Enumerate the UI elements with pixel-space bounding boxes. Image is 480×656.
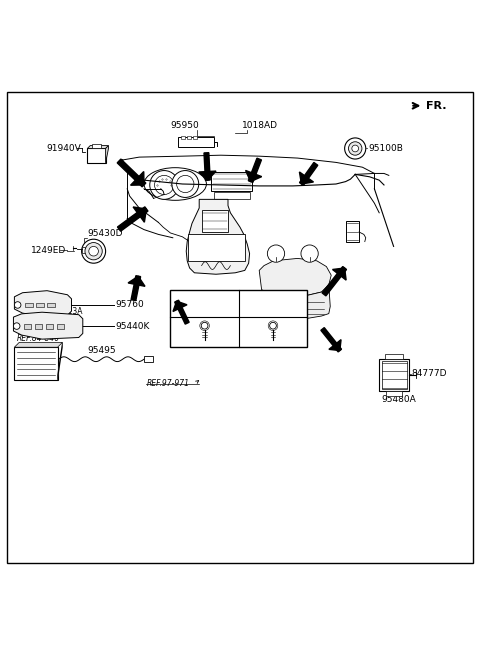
Bar (178, 138, 214, 147)
Circle shape (14, 302, 21, 308)
Polygon shape (259, 258, 331, 295)
Polygon shape (204, 153, 210, 180)
Bar (47, 302, 55, 308)
Circle shape (348, 142, 362, 155)
Circle shape (155, 175, 174, 195)
Polygon shape (321, 327, 342, 352)
Circle shape (201, 322, 208, 329)
Text: 69826: 69826 (189, 298, 220, 308)
Polygon shape (246, 171, 262, 182)
Bar (14, 347, 58, 380)
Polygon shape (14, 291, 72, 318)
Polygon shape (248, 158, 262, 182)
Text: 95760: 95760 (115, 300, 144, 310)
Bar (144, 356, 153, 362)
Text: 95100B: 95100B (369, 144, 404, 153)
Circle shape (345, 138, 366, 159)
Polygon shape (333, 268, 346, 280)
Text: 95495: 95495 (87, 346, 116, 355)
Text: 95440K: 95440K (115, 321, 150, 331)
Bar (24, 302, 33, 308)
Polygon shape (175, 300, 189, 324)
Bar (170, 289, 307, 347)
Circle shape (177, 175, 194, 193)
Text: 95413A: 95413A (54, 307, 83, 316)
Bar (187, 136, 191, 139)
Text: 95480A: 95480A (382, 395, 416, 404)
Text: 1249EB: 1249EB (254, 298, 292, 308)
Bar (181, 136, 185, 139)
Polygon shape (106, 146, 108, 163)
Polygon shape (186, 199, 250, 274)
Bar (36, 302, 44, 308)
Bar (379, 359, 409, 392)
Text: 95413A: 95413A (54, 325, 83, 333)
Circle shape (172, 171, 199, 197)
Bar (35, 323, 42, 329)
Text: 95430D: 95430D (87, 229, 123, 237)
Polygon shape (300, 172, 313, 184)
Circle shape (85, 243, 102, 260)
Text: 95950: 95950 (170, 121, 199, 131)
Circle shape (150, 171, 179, 199)
Bar (193, 136, 197, 139)
Bar (57, 323, 64, 329)
Text: 91940V: 91940V (47, 144, 81, 153)
Text: 1249ED: 1249ED (31, 246, 66, 255)
Bar (211, 172, 252, 191)
Text: 1018AD: 1018AD (242, 121, 278, 131)
Circle shape (82, 239, 106, 263)
Polygon shape (82, 247, 85, 253)
Circle shape (267, 245, 285, 262)
Polygon shape (131, 276, 141, 300)
Polygon shape (173, 301, 187, 312)
Bar (202, 211, 228, 232)
Bar (87, 148, 106, 163)
Polygon shape (87, 146, 108, 148)
Text: FR.: FR. (426, 101, 447, 111)
Bar (346, 222, 359, 241)
Bar (188, 234, 245, 261)
Polygon shape (128, 276, 145, 286)
Polygon shape (133, 207, 146, 222)
Bar (46, 323, 53, 329)
Bar (24, 323, 31, 329)
Circle shape (270, 322, 276, 329)
Circle shape (13, 323, 20, 329)
Polygon shape (322, 266, 347, 296)
Ellipse shape (144, 168, 206, 200)
Bar (382, 361, 407, 389)
Circle shape (352, 145, 359, 152)
Circle shape (89, 247, 98, 256)
Polygon shape (58, 342, 62, 380)
Text: REF.84-846: REF.84-846 (17, 335, 60, 343)
Polygon shape (92, 144, 101, 148)
Polygon shape (199, 171, 216, 180)
Polygon shape (117, 159, 146, 187)
Polygon shape (13, 312, 83, 339)
Polygon shape (262, 285, 330, 318)
Polygon shape (118, 207, 148, 232)
Polygon shape (14, 342, 62, 347)
Polygon shape (386, 392, 402, 396)
Bar (214, 192, 250, 199)
Circle shape (301, 245, 318, 262)
Text: 84777D: 84777D (412, 369, 447, 378)
Polygon shape (329, 340, 341, 350)
Polygon shape (385, 354, 403, 359)
Text: REF.97-971: REF.97-971 (146, 379, 190, 388)
Polygon shape (131, 171, 144, 185)
Polygon shape (300, 163, 318, 186)
